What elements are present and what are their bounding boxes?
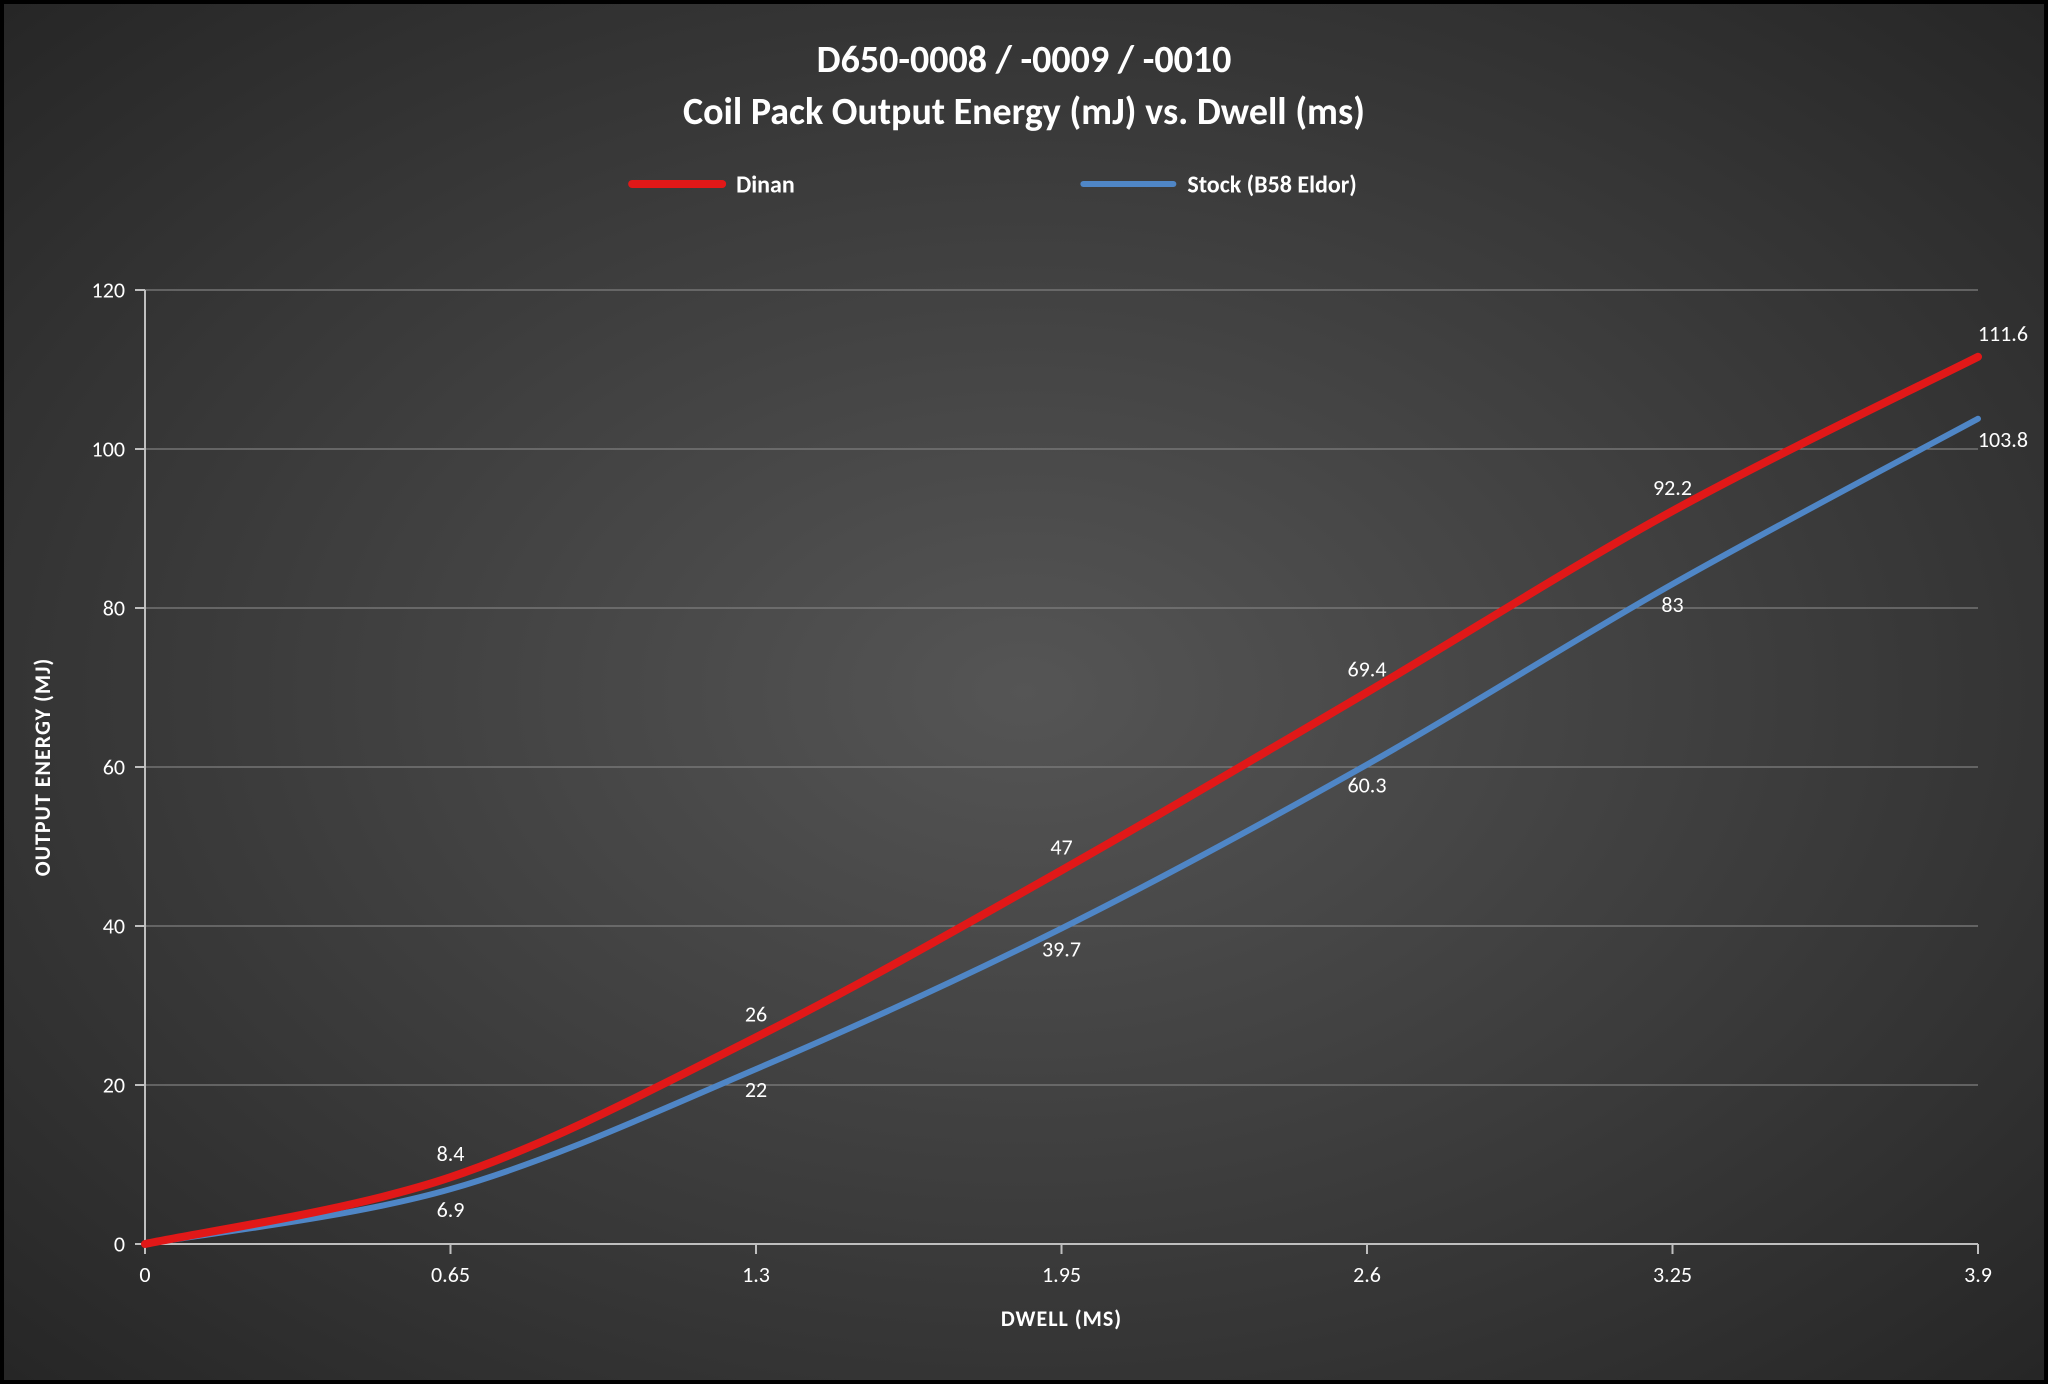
- legend-label: Dinan: [736, 170, 795, 199]
- y-tick-label: 80: [103, 595, 125, 622]
- x-tick-label: 1.3: [742, 1261, 770, 1288]
- data-label: 39.7: [1042, 935, 1081, 962]
- y-tick-label: 60: [103, 754, 125, 781]
- data-label: 22: [745, 1076, 767, 1103]
- x-tick-label: 2.6: [1353, 1261, 1381, 1288]
- background: [0, 0, 2048, 1384]
- chart-container: D650-0008 / -0009 / -0010 Coil Pack Outpu…: [0, 0, 2048, 1384]
- data-label: 6.9: [437, 1196, 465, 1223]
- data-label: 103.8: [1978, 426, 2028, 453]
- y-axis-label: OUTPUT ENERGY (MJ): [29, 658, 56, 877]
- x-tick-label: 0.65: [431, 1261, 470, 1288]
- data-label: 60.3: [1347, 772, 1386, 799]
- chart-svg: D650-0008 / -0009 / -0010 Coil Pack Outpu…: [0, 0, 2048, 1384]
- legend-label: Stock (B58 Eldor): [1187, 170, 1356, 199]
- x-tick-label: 0: [139, 1261, 150, 1288]
- data-label: 111.6: [1978, 320, 2028, 347]
- data-label: 26: [745, 1000, 767, 1027]
- data-label: 83: [1661, 591, 1683, 618]
- x-tick-label: 3.25: [1653, 1261, 1692, 1288]
- y-tick-label: 40: [103, 913, 125, 940]
- y-tick-label: 100: [92, 436, 125, 463]
- chart-title-line1: D650-0008 / -0009 / -0010: [817, 37, 1232, 83]
- data-label: 69.4: [1347, 655, 1386, 682]
- x-tick-label: 3.9: [1964, 1261, 1992, 1288]
- data-label: 8.4: [437, 1140, 465, 1167]
- y-tick-label: 0: [114, 1231, 125, 1258]
- data-label: 92.2: [1653, 474, 1692, 501]
- x-tick-label: 1.95: [1042, 1261, 1081, 1288]
- data-label: 47: [1050, 833, 1072, 860]
- chart-title-line2: Coil Pack Output Energy (mJ) vs. Dwell (…: [683, 89, 1365, 135]
- x-axis-label: DWELL (MS): [1001, 1305, 1122, 1332]
- y-tick-label: 120: [92, 277, 125, 304]
- y-tick-label: 20: [103, 1072, 125, 1099]
